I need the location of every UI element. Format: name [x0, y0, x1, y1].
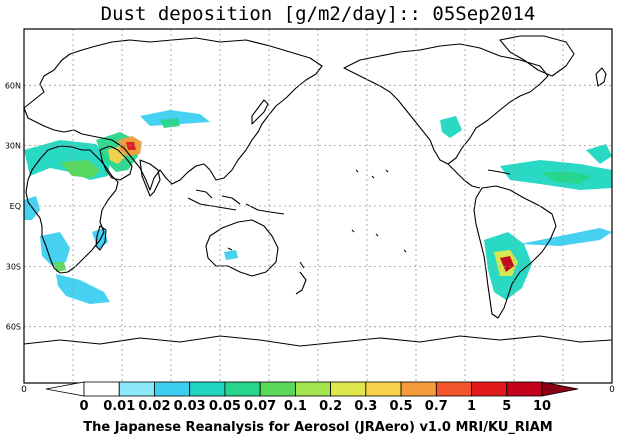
- colorbar-swatch: [471, 381, 508, 397]
- dust-region-atlantic-caribbean: [540, 172, 592, 184]
- colorbar-swatch: [365, 381, 402, 397]
- colorbar-right-end-label: 0: [609, 385, 615, 395]
- colorbar-swatch: [435, 381, 472, 397]
- lat-lon-gridlines: [24, 29, 612, 383]
- colorbar-tick-label: 0.01: [103, 399, 135, 414]
- dust-region-south-atlantic-plume: [224, 250, 238, 260]
- dust-region-sahara-arabia: [60, 160, 100, 178]
- colorbar-right-arrow: [541, 381, 579, 397]
- colorbar-left-end-label: 0: [21, 385, 27, 395]
- dust-deposition-shading: [24, 110, 612, 304]
- dust-region-southern-africa: [40, 232, 70, 266]
- colorbar-tick-label: 0.2: [319, 399, 342, 414]
- latitude-label: 60N: [5, 81, 21, 90]
- coast-uk: [595, 67, 607, 87]
- colorbar-tick-label: 0.05: [209, 399, 241, 414]
- dust-region-south-atlantic-plume: [56, 274, 110, 304]
- colorbar-tick-label: 0.1: [284, 399, 307, 414]
- coast-north-america: [343, 43, 549, 165]
- colorbar-tick-label: 10: [533, 399, 551, 414]
- latitude-label: EQ: [10, 202, 21, 211]
- latitude-label: 30S: [6, 262, 21, 271]
- coast-japan: [251, 99, 269, 125]
- coast-india: [139, 159, 161, 197]
- coastlines: [23, 35, 613, 347]
- figure-title: Dust deposition [g/m2/day]:: 05Sep2014: [101, 3, 536, 25]
- dust-region-sahara-arabia: [160, 118, 180, 128]
- coast-greenland: [499, 35, 575, 77]
- colorbar-tick-label: 0.3: [354, 399, 377, 414]
- coast-eurasia: [23, 37, 323, 191]
- colorbar-swatch: [330, 381, 367, 397]
- colorbar-swatch: [400, 381, 437, 397]
- coast-central-america: [447, 163, 511, 189]
- colorbar-left-arrow: [45, 381, 85, 397]
- coast-australia: [205, 219, 279, 277]
- latitude-label: 30N: [5, 142, 21, 151]
- coast-arabia: [99, 145, 133, 181]
- latitude-label: 60S: [6, 323, 21, 332]
- dust-region-sahara-arabia: [140, 110, 210, 126]
- dust-region-atlantic-caribbean: [586, 144, 612, 164]
- colorbar-tick-label: 5: [502, 399, 511, 414]
- colorbar-swatch: [294, 381, 332, 397]
- colorbar-swatch: [189, 381, 226, 397]
- coast-indonesia: [187, 189, 285, 215]
- coast-islands: [227, 169, 407, 253]
- coast-antarctica: [23, 335, 613, 347]
- latitude-labels: 60N 30N EQ 30S 60S: [5, 81, 21, 331]
- dust-region-south-america-patagonia: [500, 256, 514, 272]
- colorbar-swatch: [118, 381, 155, 397]
- colorbar-tick-label: 0.7: [425, 399, 448, 414]
- dust-region-north-america: [440, 116, 462, 138]
- coast-newzealand: [295, 261, 307, 295]
- footer-credit: The Japanese Reanalysis for Aerosol (JRA…: [83, 420, 553, 435]
- dust-region-southern-africa: [54, 262, 66, 272]
- map-panel: [23, 28, 613, 384]
- dust-region-south-atlantic-plume: [520, 228, 612, 246]
- colorbar-swatch: [154, 381, 191, 397]
- colorbar-swatch: [506, 381, 543, 397]
- colorbar-tick-label: 0.07: [244, 399, 276, 414]
- colorbar-swatch: [83, 381, 120, 397]
- colorbar-tick-label: 0.02: [138, 399, 170, 414]
- colorbar: 0 0.01 0.02 0.03 0.05 0.07 0.1 0.2 0.3 0.5 0.7 1 5 10…: [21, 381, 615, 414]
- colorbar-swatch: [224, 381, 261, 397]
- colorbar-tick-label: 1: [467, 399, 476, 414]
- coast-madagascar: [95, 225, 107, 251]
- colorbar-tick-label: 0.03: [174, 399, 206, 414]
- colorbar-tick-label: 0: [79, 399, 88, 414]
- colorbar-tick-label: 0.5: [390, 399, 413, 414]
- colorbar-swatch: [259, 381, 296, 397]
